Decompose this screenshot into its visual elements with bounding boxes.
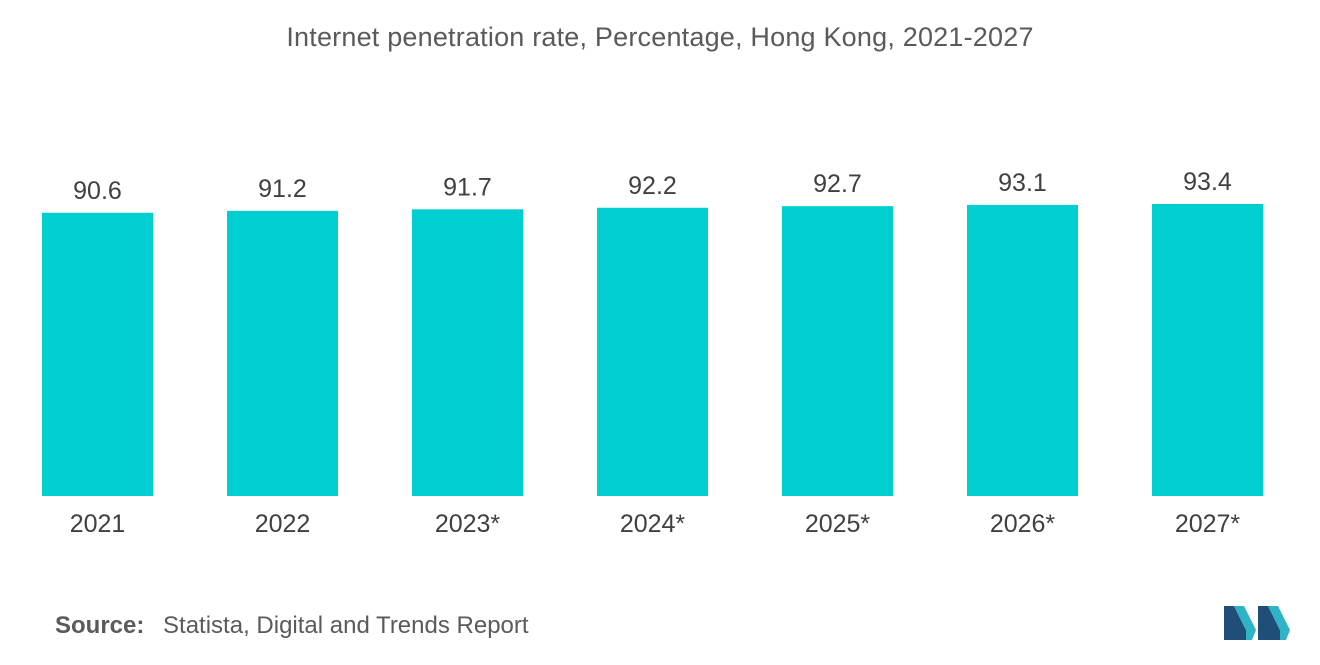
x-tick-label: 2023* [435, 510, 501, 538]
x-tick-label: 2021 [70, 510, 126, 538]
x-tick-label: 2025* [805, 510, 871, 538]
x-tick-label: 2022 [255, 510, 311, 538]
source-text: Statista, Digital and Trends Report [163, 612, 529, 639]
source-note: Source: Statista, Digital and Trends Rep… [55, 612, 529, 640]
data-label: 92.2 [628, 172, 677, 200]
data-label: 92.7 [813, 170, 862, 198]
source-label: Source: [55, 612, 145, 639]
bar-2026 [967, 204, 1078, 496]
bar-2023 [412, 209, 523, 497]
x-tick-label: 2024* [620, 510, 686, 538]
data-label: 90.6 [73, 177, 122, 205]
bar-2027 [1152, 204, 1263, 496]
mordor-intelligence-logo-icon [1224, 606, 1290, 640]
bar-2022 [227, 210, 338, 497]
x-tick-label: 2027* [1175, 510, 1241, 538]
bar-2024 [597, 207, 708, 497]
x-tick-label: 2026* [990, 510, 1056, 538]
bar-2025 [782, 206, 893, 497]
data-label: 91.7 [443, 173, 492, 201]
bar-2021 [42, 212, 153, 496]
data-label: 91.2 [258, 175, 307, 203]
data-label: 93.1 [998, 169, 1047, 197]
data-label: 93.4 [1183, 168, 1232, 196]
chart-title: Internet penetration rate, Percentage, H… [286, 22, 1034, 52]
